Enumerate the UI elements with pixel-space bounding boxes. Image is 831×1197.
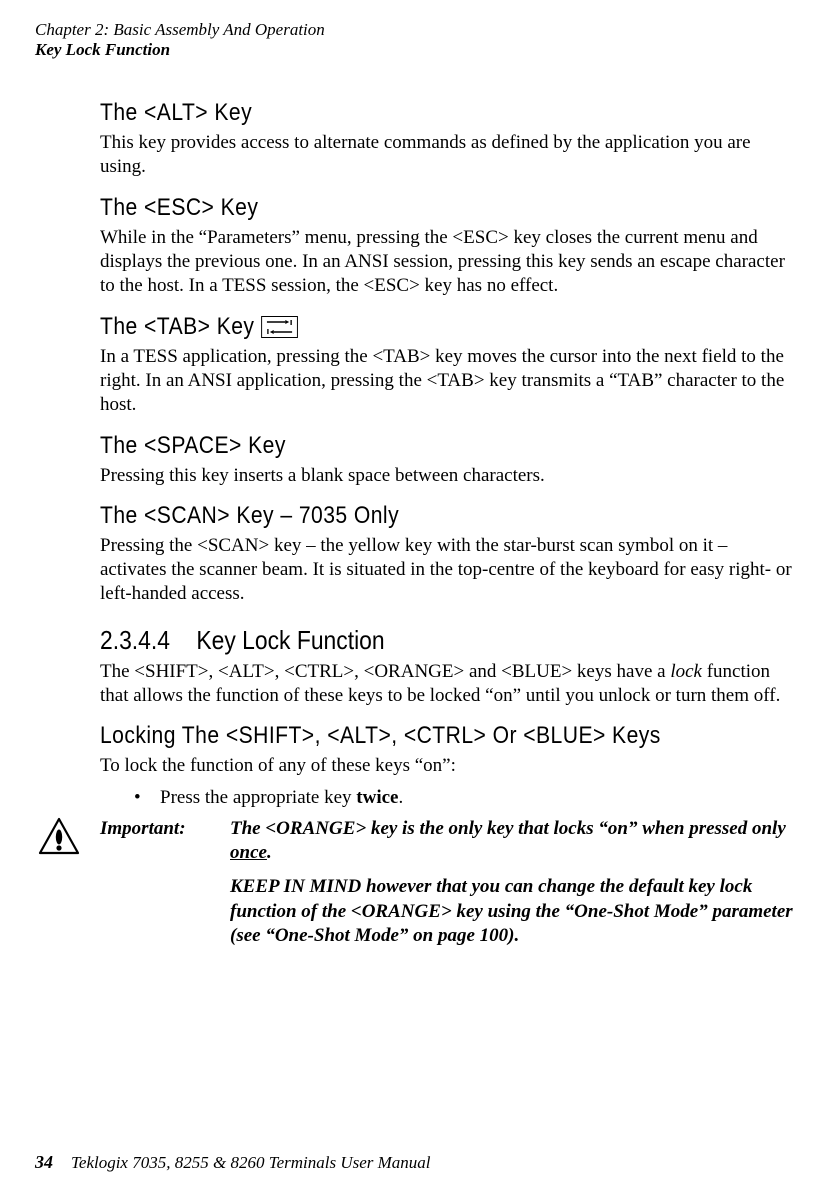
important-text2: KEEP IN MIND however that you can change… (230, 875, 796, 948)
important-text1: The <ORANGE> key is the only key that lo… (230, 817, 796, 866)
esc-key-body: While in the “Parameters” menu, pressing… (100, 226, 796, 299)
bullet-suffix: . (398, 787, 403, 808)
locking-heading: Locking The <SHIFT>, <ALT>, <CTRL> Or <B… (100, 722, 712, 750)
tab-key-heading: The <TAB> Key (100, 313, 712, 341)
important-block: Important: The <ORANGE> key is the only … (100, 817, 796, 949)
page-header: Chapter 2: Basic Assembly And Operation … (35, 20, 796, 61)
keylock-body-prefix: The <SHIFT>, <ALT>, <CTRL>, <ORANGE> and… (100, 661, 670, 682)
scan-key-heading-text: The <SCAN> Key – 7035 Only (100, 502, 399, 530)
page: Chapter 2: Basic Assembly And Operation … (0, 0, 831, 1197)
tab-key-heading-text: The <TAB> Key (100, 313, 254, 341)
keylock-body-italic: lock (670, 661, 702, 682)
scan-key-heading: The <SCAN> Key – 7035 Only (100, 502, 712, 530)
scan-key-body: Pressing the <SCAN> key – the yellow key… (100, 534, 796, 607)
space-key-body: Pressing this key inserts a blank space … (100, 464, 796, 488)
bullet-text: Press the appropriate key twice. (160, 787, 403, 809)
alt-key-body: This key provides access to alternate co… (100, 131, 796, 180)
page-number: 34 (35, 1152, 53, 1172)
important-row1: Important: The <ORANGE> key is the only … (100, 817, 796, 866)
tab-key-body: In a TESS application, pressing the <TAB… (100, 345, 796, 418)
keylock-num: 2.3.4.4 (100, 625, 170, 655)
locking-body: To lock the function of any of these key… (100, 754, 796, 778)
alt-key-heading: The <ALT> Key (100, 99, 712, 127)
keylock-title: Key Lock Function (196, 625, 384, 655)
important-label: Important: (100, 817, 230, 866)
esc-key-heading: The <ESC> Key (100, 194, 712, 222)
header-chapter: Chapter 2: Basic Assembly And Operation (35, 20, 796, 40)
warning-icon (38, 817, 80, 857)
locking-heading-text: Locking The <SHIFT>, <ALT>, <CTRL> Or <B… (100, 722, 661, 750)
esc-key-heading-text: The <ESC> Key (100, 194, 258, 222)
space-key-heading-text: The <SPACE> Key (100, 432, 286, 460)
keylock-body: The <SHIFT>, <ALT>, <CTRL>, <ORANGE> and… (100, 660, 796, 709)
bullet-dot: • (134, 787, 160, 809)
footer-text: Teklogix 7035, 8255 & 8260 Terminals Use… (71, 1153, 431, 1172)
space-key-heading: The <SPACE> Key (100, 432, 712, 460)
alt-key-heading-text: The <ALT> Key (100, 99, 252, 127)
imp1a: The <ORANGE> key is the only key that lo… (230, 818, 786, 839)
imp1u: once (230, 842, 267, 863)
page-footer: 34 Teklogix 7035, 8255 & 8260 Terminals U… (35, 1152, 431, 1173)
keylock-heading: 2.3.4.4 Key Lock Function (100, 625, 712, 656)
content-area: The <ALT> Key This key provides access t… (100, 85, 796, 948)
header-section: Key Lock Function (35, 40, 796, 60)
tab-icon (262, 316, 299, 338)
imp1b: . (267, 842, 272, 863)
bullet-prefix: Press the appropriate key (160, 787, 356, 808)
locking-bullet: • Press the appropriate key twice. (134, 787, 796, 809)
bullet-bold: twice (356, 787, 398, 808)
